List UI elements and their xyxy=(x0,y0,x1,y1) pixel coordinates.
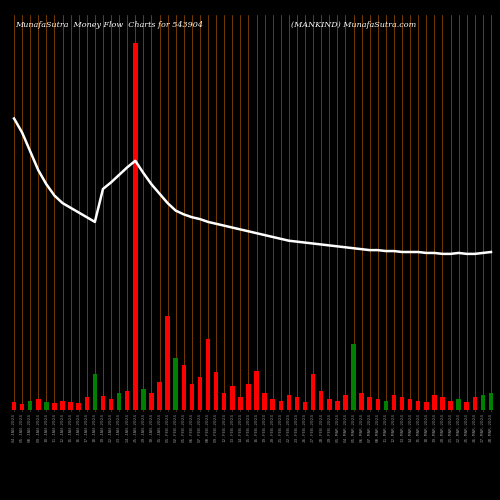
Bar xyxy=(60,400,65,410)
Bar xyxy=(28,400,32,410)
Bar xyxy=(190,384,194,410)
Bar xyxy=(352,344,356,410)
Bar xyxy=(117,393,121,410)
Bar xyxy=(278,400,283,410)
Bar xyxy=(464,402,469,410)
Bar xyxy=(182,365,186,410)
Bar xyxy=(488,393,493,410)
Bar xyxy=(100,396,105,410)
Bar xyxy=(12,402,16,410)
Bar xyxy=(368,397,372,410)
Bar xyxy=(206,340,210,410)
Text: MunafaSutra  Money Flow  Charts for 543904: MunafaSutra Money Flow Charts for 543904 xyxy=(15,21,203,29)
Bar xyxy=(392,395,396,410)
Bar xyxy=(456,398,461,410)
Bar xyxy=(125,391,130,410)
Bar xyxy=(44,402,48,410)
Bar xyxy=(20,404,24,410)
Bar xyxy=(76,404,81,410)
Bar xyxy=(311,374,316,410)
Bar xyxy=(319,391,324,410)
Bar xyxy=(448,400,453,410)
Bar xyxy=(158,382,162,410)
Bar xyxy=(52,404,56,410)
Bar xyxy=(166,316,170,410)
Bar xyxy=(238,397,242,410)
Bar xyxy=(174,358,178,410)
Bar xyxy=(343,395,347,410)
Text: (MANKIND) MunafaSutra.com: (MANKIND) MunafaSutra.com xyxy=(292,21,416,29)
Bar xyxy=(376,398,380,410)
Bar xyxy=(416,400,420,410)
Bar xyxy=(141,390,146,410)
Bar xyxy=(92,374,97,410)
Bar xyxy=(335,400,340,410)
Bar xyxy=(400,397,404,410)
Bar xyxy=(198,377,202,410)
Bar xyxy=(246,384,250,410)
Bar xyxy=(360,393,364,410)
Bar xyxy=(286,395,291,410)
Bar xyxy=(424,402,428,410)
Bar xyxy=(408,398,412,410)
Bar xyxy=(68,402,73,410)
Bar xyxy=(84,397,89,410)
Bar xyxy=(230,386,234,410)
Bar xyxy=(109,398,114,410)
Bar xyxy=(472,397,477,410)
Bar xyxy=(440,397,444,410)
Bar xyxy=(254,370,259,410)
Bar xyxy=(36,398,40,410)
Bar xyxy=(262,393,267,410)
Bar xyxy=(270,398,275,410)
Bar xyxy=(133,43,138,410)
Bar xyxy=(480,395,485,410)
Bar xyxy=(222,393,226,410)
Bar xyxy=(149,393,154,410)
Bar xyxy=(214,372,218,410)
Bar xyxy=(384,400,388,410)
Bar xyxy=(432,395,436,410)
Bar xyxy=(294,397,299,410)
Bar xyxy=(327,398,332,410)
Bar xyxy=(303,402,308,410)
